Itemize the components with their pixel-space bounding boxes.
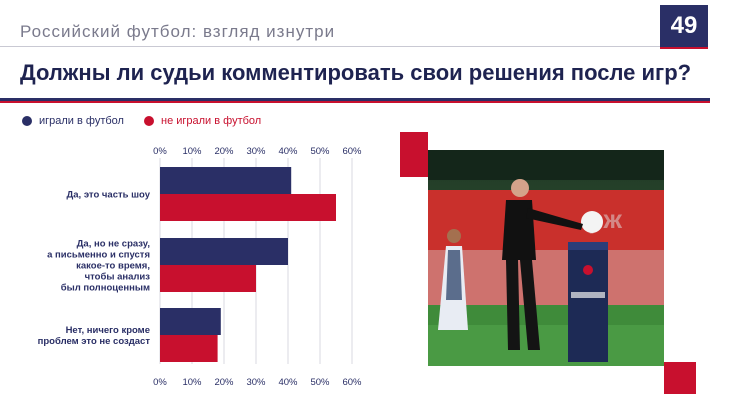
tick-label-top-0: 0% xyxy=(153,146,167,157)
page-number-underline xyxy=(660,47,708,49)
title-rule-red xyxy=(0,101,710,103)
bar-1-2 xyxy=(160,335,218,362)
title-rule-navy xyxy=(0,98,710,101)
bar-0-0 xyxy=(160,167,292,194)
legend-item-played: играли в футбол xyxy=(22,115,124,127)
category-label-2-1: проблем это не создаст xyxy=(38,336,151,347)
bar-1-1 xyxy=(160,265,256,292)
legend-swatch-played xyxy=(22,116,32,126)
category-label-1-4: был полноценным xyxy=(61,283,150,294)
tick-label-top-5: 50% xyxy=(310,146,330,157)
category-label-1-3: чтобы анализ xyxy=(85,272,151,283)
header-divider xyxy=(0,46,660,47)
tick-label-bottom-6: 60% xyxy=(342,377,362,388)
category-label-1-2: какое-то время, xyxy=(76,261,150,272)
category-label-2-0: Нет, ничего кроме xyxy=(66,325,150,336)
tick-label-bottom-1: 10% xyxy=(182,377,202,388)
bar-chart: 0% 0% 10% 10% 20% 20% 30% 30% 40% 40% 50% 50% 60% 60%… xyxy=(38,146,362,388)
decor-square-bottom-right xyxy=(664,362,696,394)
section-title: Российский футбол: взгляд изнутри xyxy=(20,22,336,41)
tick-label-bottom-4: 40% xyxy=(278,377,298,388)
legend-label-not-played: не играли в футбол xyxy=(161,115,262,127)
tick-label-top-6: 60% xyxy=(342,146,362,157)
legend-item-not-played: не играли в футбол xyxy=(144,115,261,127)
legend-label-played: играли в футбол xyxy=(39,115,124,127)
bar-0-1 xyxy=(160,238,288,265)
bar-1-0 xyxy=(160,194,336,221)
tick-label-bottom-3: 30% xyxy=(246,377,266,388)
page-title: Должны ли судьи комментировать свои реше… xyxy=(20,60,692,85)
decor-square-top-left xyxy=(400,132,428,177)
tick-label-bottom-0: 0% xyxy=(153,377,167,388)
referee-photo: рж xyxy=(428,150,664,366)
tick-label-bottom-2: 20% xyxy=(214,377,234,388)
tick-label-top-2: 20% xyxy=(214,146,234,157)
tick-label-top-1: 10% xyxy=(182,146,202,157)
tick-label-top-4: 40% xyxy=(278,146,298,157)
category-label-1-1: а письменно и спустя xyxy=(47,250,150,261)
page-number: 49 xyxy=(660,5,708,47)
tick-label-bottom-5: 50% xyxy=(310,377,330,388)
category-label-1-0: Да, но не сразу, xyxy=(77,239,150,250)
legend-swatch-not-played xyxy=(144,116,154,126)
bar-0-2 xyxy=(160,308,221,335)
tick-label-top-3: 30% xyxy=(246,146,266,157)
category-label-0-0: Да, это часть шоу xyxy=(66,190,150,201)
